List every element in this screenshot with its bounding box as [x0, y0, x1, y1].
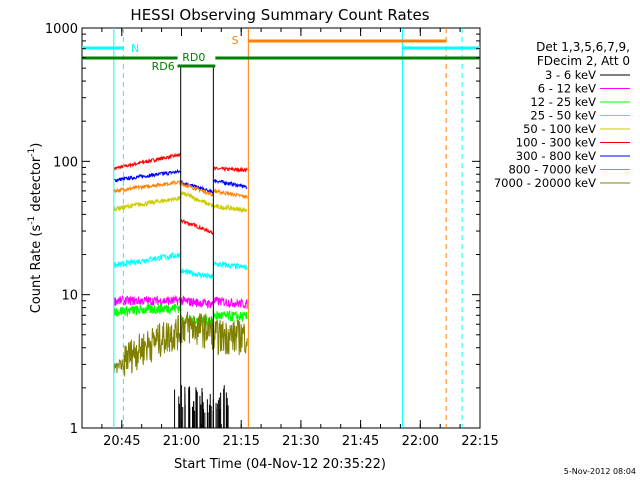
legend-entry-label: 12 - 25 keV: [530, 95, 596, 109]
night-label: N: [131, 42, 139, 55]
y-axis-label: Count Rate (s-1 detector-1): [27, 143, 44, 314]
x-tick-label: 21:15: [222, 434, 259, 449]
series-line: [113, 190, 248, 214]
saa-label: S: [232, 34, 239, 47]
timestamp: 5-Nov-2012 08:04: [564, 467, 636, 476]
y-tick-label: 1000: [45, 22, 78, 37]
series-line: [113, 168, 248, 195]
legend-entry-label: 800 - 7000 keV: [508, 163, 596, 177]
x-tick-label: 22:00: [402, 434, 439, 449]
legend-entry-label: 3 - 6 keV: [545, 68, 596, 82]
legend-entry-label: 6 - 12 keV: [538, 82, 596, 96]
legend-entry-label: 50 - 100 keV: [523, 122, 596, 136]
series-line: [113, 251, 248, 280]
x-tick-label: 21:00: [163, 434, 200, 449]
y-tick-label: 10: [61, 289, 78, 304]
legend-entry-label: 300 - 800 keV: [516, 149, 596, 163]
legend-header: FDecim 2, Att 0: [537, 54, 630, 68]
legend-entry-label: 100 - 300 keV: [516, 136, 596, 150]
legend-header: Det 1,3,5,6,7,9,: [536, 40, 630, 54]
plot-area: N S RD0 RD6: [81, 27, 481, 429]
plot-frame: [81, 27, 481, 429]
y-tick-label: 1: [70, 422, 78, 437]
x-tick-label: 22:15: [461, 434, 498, 449]
x-tick-label: 20:45: [103, 434, 140, 449]
legend-entry-label: 25 - 50 keV: [530, 109, 596, 123]
x-tick-label: 21:30: [282, 434, 319, 449]
decim-label-rd0: RD0: [182, 51, 205, 64]
x-axis-label: Start Time (04-Nov-12 20:35:22): [174, 457, 386, 472]
x-tick-label: 21:45: [342, 434, 379, 449]
legend-entry-label: 7000 - 20000 keV: [494, 176, 596, 190]
series-line: [113, 311, 248, 377]
series-line: [113, 152, 248, 236]
legend: Det 1,3,5,6,7,9,FDecim 2, Att 03 - 6 keV…: [494, 40, 630, 190]
y-tick-label: 100: [53, 155, 78, 170]
series-line: [113, 294, 248, 309]
series-line: [113, 179, 248, 200]
x-axis: 20:45 21:00 21:15 21:30 21:45 22:00 22:15: [81, 28, 499, 449]
chart-title: HESSI Observing Summary Count Rates: [130, 6, 429, 24]
y-axis: 1 10 100 1000: [45, 22, 480, 437]
decim-label-rd6: RD6: [152, 60, 175, 73]
